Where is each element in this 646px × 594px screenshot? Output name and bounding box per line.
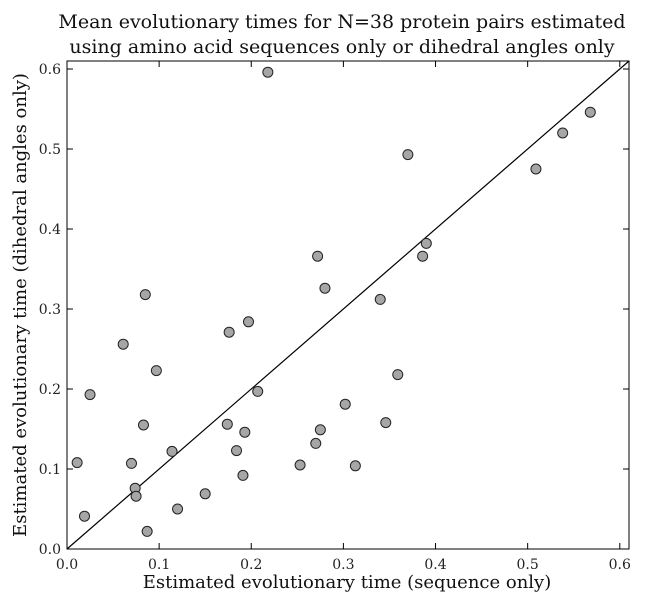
data-point (231, 445, 243, 457)
y-tick-label: 0.1 (39, 462, 61, 478)
data-point (237, 469, 249, 481)
y-tick-label: 0.0 (39, 542, 61, 558)
data-point (294, 459, 306, 471)
data-point (312, 250, 324, 262)
data-point (125, 457, 137, 469)
data-point (262, 66, 274, 78)
data-point (339, 398, 351, 410)
x-axis-label: Estimated evolutionary time (sequence on… (143, 572, 552, 593)
data-point (402, 149, 414, 161)
data-point (130, 490, 142, 502)
x-tick-label: 0.3 (332, 557, 354, 573)
data-point (380, 417, 392, 429)
x-tick-label: 0.1 (148, 557, 170, 573)
data-point (310, 437, 322, 449)
x-tick-label: 0.2 (240, 557, 262, 573)
data-point (199, 488, 211, 500)
data-point (239, 426, 251, 438)
plot-frame (66, 60, 630, 550)
data-point (137, 419, 149, 431)
data-point (252, 385, 264, 397)
data-point (417, 250, 429, 262)
data-point (319, 282, 331, 294)
data-point (166, 445, 178, 457)
data-point (242, 316, 254, 328)
x-tick-label: 0.0 (56, 557, 78, 573)
chart-title-line-2: using amino acid sequences only or dihed… (69, 36, 615, 58)
data-point (79, 510, 91, 522)
data-point (84, 389, 96, 401)
y-tick-label: 0.3 (39, 302, 61, 318)
x-tick-label: 0.5 (517, 557, 539, 573)
y-tick-label: 0.4 (39, 222, 61, 238)
data-point (141, 525, 153, 537)
data-point (172, 503, 184, 515)
y-axis-label: Estimated evolutionary time (dihedral an… (10, 73, 31, 537)
data-point (150, 365, 162, 377)
data-point (117, 338, 129, 350)
y-tick-label: 0.6 (39, 62, 61, 78)
y-tick-label: 0.5 (39, 142, 61, 158)
data-point (392, 369, 404, 381)
data-point (71, 457, 83, 469)
data-point (221, 418, 233, 430)
x-tick-label: 0.4 (424, 557, 446, 573)
data-point (420, 237, 432, 249)
y-tick-label: 0.2 (39, 382, 61, 398)
data-points (71, 66, 596, 537)
data-point (530, 163, 542, 175)
x-tick-label: 0.6 (609, 557, 631, 573)
chart-title-line-1: Mean evolutionary times for N=38 protein… (58, 11, 625, 33)
data-point (314, 424, 326, 436)
axis-tick-labels: 0.0 0.1 0.2 0.3 0.4 0.5 0.6 0.0 0.1 0.2 0.3 0.4 0.5 0… (39, 62, 631, 573)
identity-reference-line (66, 60, 630, 550)
axis-ticks (66, 61, 629, 550)
data-point (584, 106, 596, 118)
data-point (349, 460, 361, 472)
data-point (557, 127, 569, 139)
data-point (139, 289, 151, 301)
data-point (374, 293, 386, 305)
data-point (223, 326, 235, 338)
